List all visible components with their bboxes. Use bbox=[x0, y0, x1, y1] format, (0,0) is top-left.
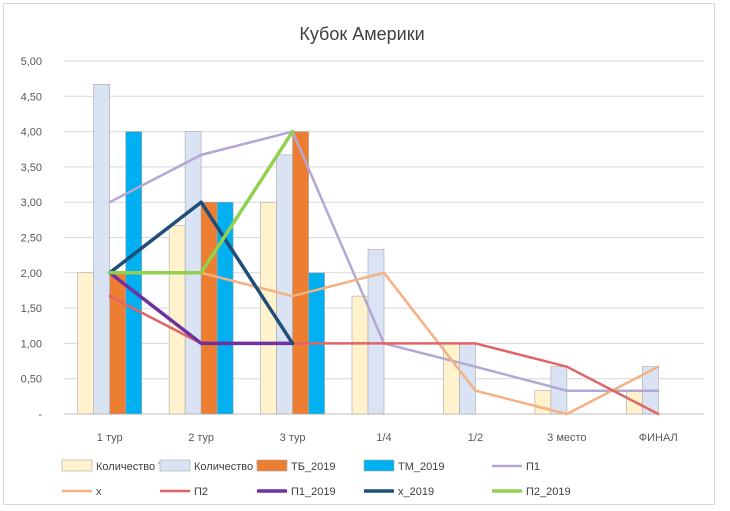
legend-swatch bbox=[61, 459, 93, 472]
legend-label: х bbox=[96, 486, 102, 498]
legend-item-х[interactable]: х bbox=[62, 486, 102, 498]
legend-label: ТБ_2019 bbox=[291, 461, 336, 473]
y-tick-label: - bbox=[38, 409, 42, 421]
legend-label: П1 bbox=[526, 461, 540, 473]
legend-item-п2-2019[interactable]: П2_2019 bbox=[492, 486, 571, 498]
legend-item-п2[interactable]: П2 bbox=[160, 486, 208, 498]
x-tick-label: 1/2 bbox=[468, 432, 483, 444]
bar-количество-тб-3 bbox=[351, 295, 369, 415]
legend-label: П2_2019 bbox=[526, 486, 571, 498]
y-tick-label: 5,00 bbox=[21, 56, 42, 68]
x-tick-label: 1 тур bbox=[97, 432, 123, 444]
y-tick-label: 1,00 bbox=[21, 338, 42, 350]
legend-swatch bbox=[363, 459, 395, 472]
chart-svg: Кубок Америки - 0,50 1,00 1,50 2,00 2,50 3,00 3… bbox=[21, 24, 704, 498]
legend-swatch bbox=[256, 459, 288, 472]
bars bbox=[77, 83, 659, 415]
bar-количество-тм-3 bbox=[367, 249, 385, 415]
lines bbox=[107, 129, 660, 416]
y-tick-label: 4,50 bbox=[21, 91, 42, 103]
bar-количество-тм-2 bbox=[276, 154, 293, 415]
x-tick-label: 3 тур bbox=[280, 432, 306, 444]
chart-title: Кубок Америки bbox=[299, 24, 424, 44]
legend-item-тб-2019[interactable]: ТБ_2019 bbox=[256, 459, 336, 473]
y-tick-label: 1,50 bbox=[21, 303, 42, 315]
bar-количество-тб-0 bbox=[77, 272, 95, 415]
line-п2-2019 bbox=[107, 129, 295, 275]
y-tick-label: 3,00 bbox=[21, 197, 42, 209]
bar-тб-2019-2 bbox=[292, 131, 309, 415]
y-axis-ticks: - 0,50 1,00 1,50 2,00 2,50 3,00 3,50 4,00 4,50 5,0… bbox=[21, 56, 43, 421]
bar-тм-2019-1 bbox=[216, 201, 234, 415]
y-tick-label: 2,50 bbox=[21, 233, 42, 245]
legend-item-тм-2019[interactable]: ТМ_2019 bbox=[363, 459, 444, 473]
legend-label: П2 bbox=[194, 486, 208, 498]
legend-item-количество-тм[interactable]: Количество ТМ bbox=[159, 459, 272, 473]
bar-тб-2019-1 bbox=[200, 201, 218, 415]
x-tick-label: 2 тур bbox=[188, 432, 214, 444]
x-tick-label: 1/4 bbox=[376, 432, 391, 444]
legend-label: Количество ТМ bbox=[194, 461, 272, 473]
line-п1-2019 bbox=[107, 271, 295, 346]
legend-label: П1_2019 bbox=[291, 486, 336, 498]
y-tick-label: 2,00 bbox=[21, 268, 42, 280]
x-axis-ticks: 1 тур 2 тур 3 тур 1/4 1/2 3 место ФИНАЛ bbox=[97, 432, 678, 444]
legend: Количество ТБ Количество ТМ ТБ_2019 ТМ_2019… bbox=[61, 459, 571, 498]
legend-item-п1-2019[interactable]: П1_2019 bbox=[257, 486, 336, 498]
legend-label: Количество ТБ bbox=[96, 461, 172, 473]
legend-item-х-2019[interactable]: х_2019 bbox=[364, 486, 434, 498]
bar-количество-тм-0 bbox=[93, 83, 111, 415]
legend-item-количество-тб[interactable]: Количество ТБ bbox=[61, 459, 172, 473]
x-tick-label: ФИНАЛ bbox=[639, 432, 678, 444]
x-tick-label: 3 место bbox=[547, 432, 586, 444]
legend-item-п1[interactable]: П1 bbox=[492, 461, 540, 473]
y-tick-label: 4,00 bbox=[21, 127, 42, 139]
y-tick-label: 3,50 bbox=[21, 162, 42, 174]
legend-label: х_2019 bbox=[398, 486, 434, 498]
chart-area[interactable]: Кубок Америки - 0,50 1,00 1,50 2,00 2,50 3,00 3… bbox=[3, 3, 715, 505]
y-tick-label: 0,50 bbox=[21, 374, 42, 386]
line-х-2019 bbox=[107, 200, 295, 346]
legend-swatch bbox=[159, 459, 191, 472]
legend-label: ТМ_2019 bbox=[398, 461, 444, 473]
bar-тб-2019-0 bbox=[109, 272, 127, 415]
